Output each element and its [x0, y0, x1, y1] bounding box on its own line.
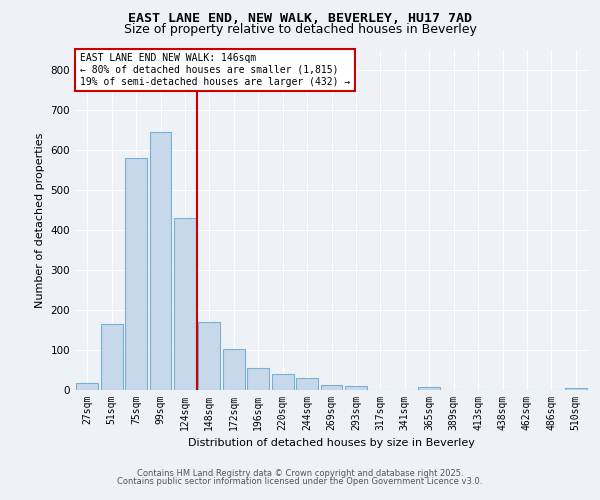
- Bar: [565, 388, 587, 390]
- Bar: [101, 324, 122, 390]
- Bar: [272, 374, 293, 390]
- Text: Size of property relative to detached houses in Beverley: Size of property relative to detached ho…: [124, 22, 476, 36]
- Bar: [247, 368, 269, 390]
- Bar: [418, 387, 440, 390]
- Bar: [199, 322, 220, 390]
- X-axis label: Distribution of detached houses by size in Beverley: Distribution of detached houses by size …: [188, 438, 475, 448]
- Bar: [149, 132, 172, 390]
- Bar: [125, 158, 147, 390]
- Text: Contains public sector information licensed under the Open Government Licence v3: Contains public sector information licen…: [118, 477, 482, 486]
- Text: EAST LANE END NEW WALK: 146sqm
← 80% of detached houses are smaller (1,815)
19% : EAST LANE END NEW WALK: 146sqm ← 80% of …: [80, 54, 350, 86]
- Bar: [76, 383, 98, 390]
- Text: Contains HM Land Registry data © Crown copyright and database right 2025.: Contains HM Land Registry data © Crown c…: [137, 468, 463, 477]
- Bar: [320, 385, 343, 390]
- Bar: [345, 386, 367, 390]
- Bar: [223, 349, 245, 390]
- Bar: [296, 378, 318, 390]
- Bar: [174, 218, 196, 390]
- Y-axis label: Number of detached properties: Number of detached properties: [35, 132, 45, 308]
- Text: EAST LANE END, NEW WALK, BEVERLEY, HU17 7AD: EAST LANE END, NEW WALK, BEVERLEY, HU17 …: [128, 12, 472, 26]
